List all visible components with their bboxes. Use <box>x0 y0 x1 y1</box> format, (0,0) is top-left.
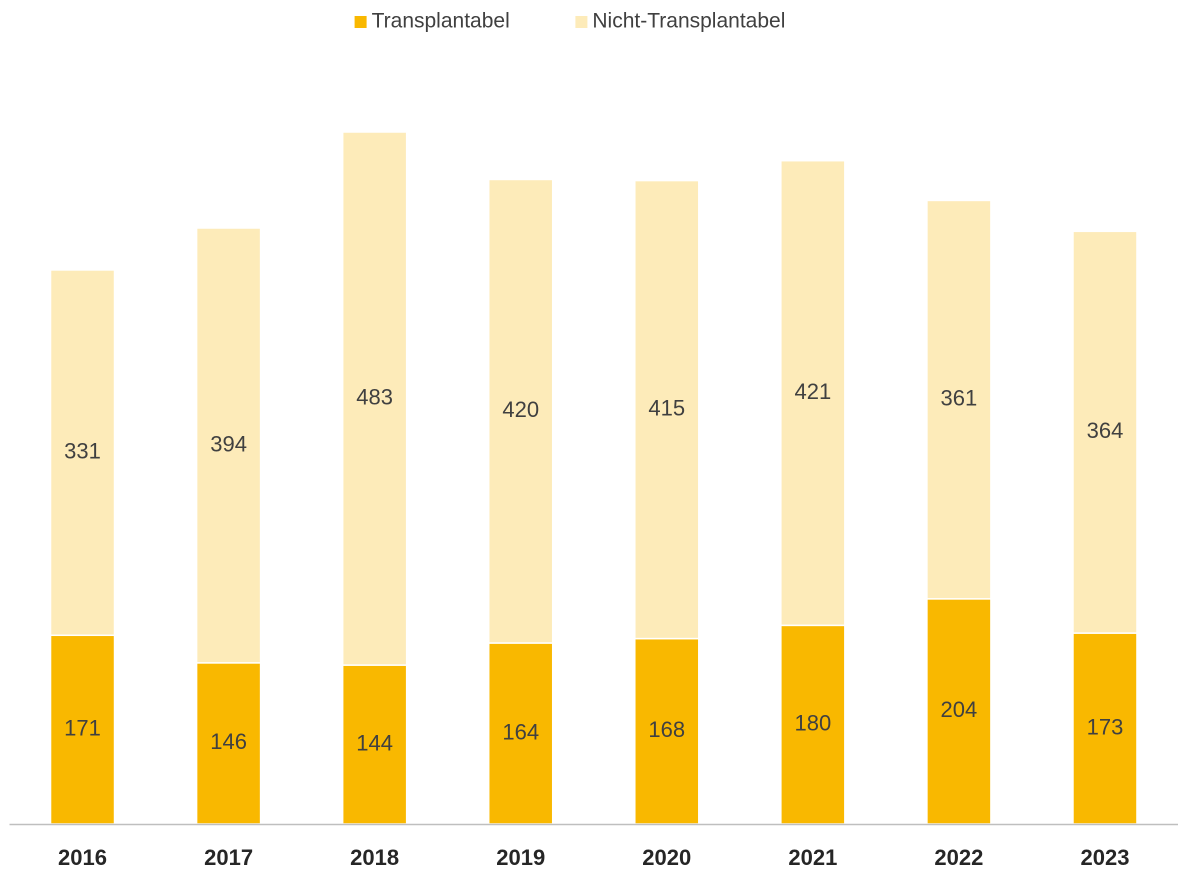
x-tick-label: 2016 <box>58 845 107 870</box>
bar-segment <box>1072 230 1138 634</box>
bar-segment <box>487 178 554 644</box>
data-label: 421 <box>794 379 831 404</box>
x-tick-label: 2023 <box>1080 845 1129 870</box>
data-label: 146 <box>210 729 247 754</box>
bar-segment <box>780 624 846 825</box>
bar-segment <box>634 179 700 640</box>
data-label: 171 <box>64 715 101 740</box>
legend-label: Transplantabel <box>372 10 510 33</box>
x-tick-label: 2019 <box>496 845 545 870</box>
bar-segment <box>49 269 116 637</box>
bar-segment <box>341 131 408 666</box>
bar-segment <box>780 159 846 627</box>
legend-swatch <box>354 16 367 28</box>
data-label: 364 <box>1087 418 1124 443</box>
x-tick-label: 2017 <box>204 845 253 870</box>
x-tick-label: 2022 <box>934 845 983 870</box>
data-label: 394 <box>210 431 247 456</box>
data-label: 180 <box>794 710 831 735</box>
x-tick-label: 2018 <box>350 845 399 870</box>
bar-segment <box>926 199 992 600</box>
data-label: 144 <box>356 730 393 755</box>
data-label: 483 <box>356 384 393 409</box>
bar-segment <box>49 634 116 825</box>
data-label: 168 <box>648 717 685 742</box>
data-label: 204 <box>941 697 978 722</box>
legend-swatch <box>575 16 588 28</box>
data-label: 420 <box>502 397 539 422</box>
data-label: 164 <box>502 719 539 744</box>
x-tick-label: 2021 <box>788 845 837 870</box>
data-label: 331 <box>64 438 101 463</box>
data-label: 173 <box>1087 714 1124 739</box>
x-tick-label: 2020 <box>642 845 691 870</box>
data-label: 361 <box>941 385 978 410</box>
legend-label: Nicht-Transplantabel <box>592 10 785 33</box>
data-label: 415 <box>648 395 685 420</box>
bar-segment <box>195 227 262 664</box>
